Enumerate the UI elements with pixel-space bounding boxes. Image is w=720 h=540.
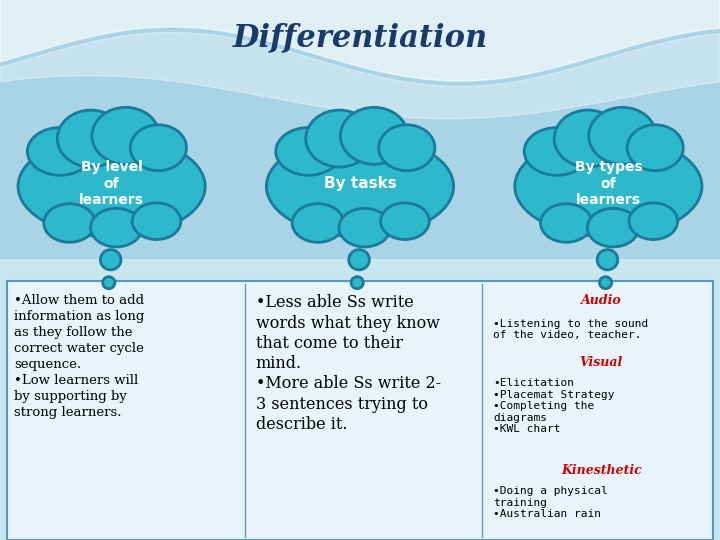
Ellipse shape (27, 127, 93, 176)
Text: •Listening to the sound
of the video, teacher.: •Listening to the sound of the video, te… (493, 319, 649, 340)
Text: By types
of
learners: By types of learners (575, 160, 642, 207)
Text: •Allow them to add
information as long
as they follow the
correct water cycle
se: •Allow them to add information as long a… (14, 294, 145, 419)
Ellipse shape (18, 136, 205, 237)
Text: By level
of
learners: By level of learners (79, 160, 144, 207)
Ellipse shape (379, 125, 435, 171)
Ellipse shape (381, 203, 429, 240)
Text: By tasks: By tasks (323, 176, 397, 191)
Ellipse shape (597, 249, 618, 270)
Ellipse shape (58, 110, 125, 167)
Ellipse shape (266, 136, 454, 237)
Ellipse shape (306, 110, 373, 167)
Ellipse shape (92, 107, 159, 164)
Ellipse shape (554, 110, 621, 167)
Ellipse shape (132, 203, 181, 240)
Text: Visual: Visual (580, 356, 623, 369)
Ellipse shape (348, 249, 369, 270)
Ellipse shape (629, 203, 678, 240)
Text: Kinesthetic: Kinesthetic (561, 464, 642, 477)
Ellipse shape (44, 204, 95, 242)
Ellipse shape (130, 125, 186, 171)
Ellipse shape (292, 204, 343, 242)
Ellipse shape (103, 276, 115, 289)
Text: •Elicitation
•Placemat Strategy
•Completing the
diagrams
•KWL chart: •Elicitation •Placemat Strategy •Complet… (493, 378, 615, 434)
Ellipse shape (339, 208, 390, 247)
Ellipse shape (91, 208, 142, 247)
Ellipse shape (627, 125, 683, 171)
Ellipse shape (588, 208, 639, 247)
Ellipse shape (351, 276, 364, 289)
FancyBboxPatch shape (7, 281, 713, 540)
Text: •Doing a physical
training
•Australian rain: •Doing a physical training •Australian r… (493, 486, 608, 519)
Ellipse shape (600, 276, 612, 289)
Text: Audio: Audio (581, 294, 621, 307)
Text: •Less able Ss write
words what they know
that come to their
mind.
•More able Ss : •Less able Ss write words what they know… (256, 294, 441, 433)
Ellipse shape (541, 204, 592, 242)
Ellipse shape (276, 127, 341, 176)
Ellipse shape (524, 127, 590, 176)
FancyBboxPatch shape (0, 259, 720, 540)
Ellipse shape (515, 136, 702, 237)
Ellipse shape (100, 249, 121, 270)
Ellipse shape (589, 107, 656, 164)
Ellipse shape (341, 107, 408, 164)
Text: Differentiation: Differentiation (233, 22, 487, 53)
